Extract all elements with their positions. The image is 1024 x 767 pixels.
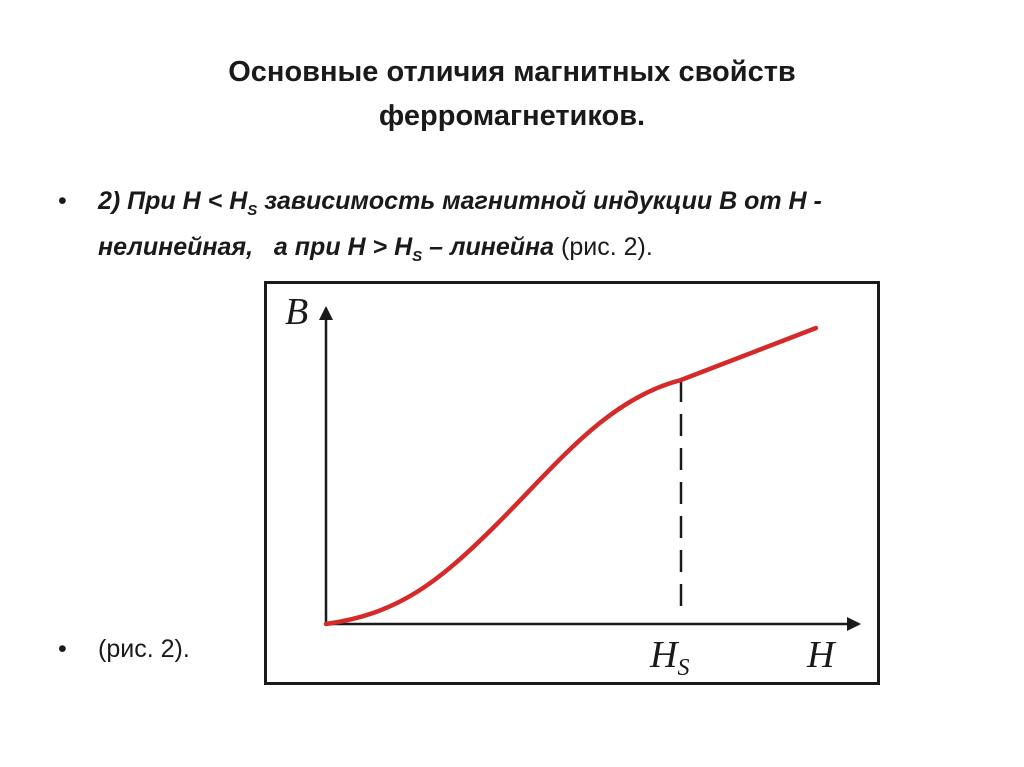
bullet-1-line-1-b: зависимость магнитной индукции B от H - <box>257 187 822 215</box>
title-line-1: Основные отличия магнитных свойств <box>228 56 796 88</box>
title-line-2: ферромагнетиков. <box>378 100 646 132</box>
bullet-1-line-1-a: 2) При H < H <box>98 187 248 215</box>
hs-subscript: S <box>247 202 258 219</box>
slide-title: Основные отличия магнитных свойств ферро… <box>0 50 1024 138</box>
bullet-marker-2: • <box>58 635 67 663</box>
hs-tick-label: HS <box>649 634 689 681</box>
bullet-marker: • <box>58 187 67 215</box>
bullet-1-line-2-c: – линейна <box>422 233 555 261</box>
bullet-text-2: (рис. 2). <box>98 635 190 663</box>
y-axis-label: B <box>285 291 308 333</box>
bullet-1-line-2-d: (рис. 2). <box>554 233 653 261</box>
hs-label-sub: S <box>677 655 689 681</box>
hs-subscript-2: S <box>412 248 423 265</box>
bullet-1-line-2: нелинейная, а при H > HS – линейна (рис.… <box>98 229 822 275</box>
b-h-diagram: B H HS <box>285 291 861 681</box>
bullet-text-1: 2) При H < HS зависимость магнитной инду… <box>98 183 822 275</box>
figure-b-h-curve: B H HS <box>264 281 880 685</box>
magnetization-curve <box>323 325 819 627</box>
bullet-1-line-2-a: нелинейная, <box>98 233 254 261</box>
hs-label: H <box>649 634 680 676</box>
bullet-1-line-1: 2) При H < HS зависимость магнитной инду… <box>98 183 822 229</box>
x-axis-label: H <box>806 634 837 676</box>
bullet-1-line-2-b: а при H > H <box>273 233 413 261</box>
